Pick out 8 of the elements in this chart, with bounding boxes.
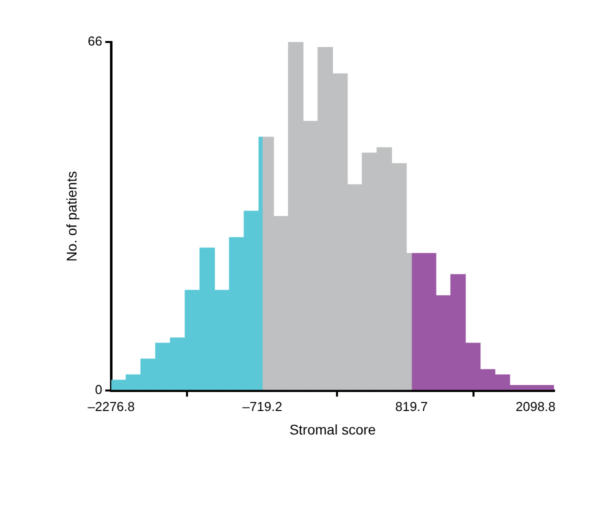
y-tick-label: 66 xyxy=(88,34,102,49)
y-tick-label: 0 xyxy=(95,382,102,398)
x-axis-title: Stromal score xyxy=(289,421,376,438)
x-tick-label: –719.2 xyxy=(242,398,282,414)
x-tick-label: 819.7 xyxy=(395,398,428,414)
x-tick-label: 2098.8 xyxy=(516,398,556,414)
x-tick-label: –2276.8 xyxy=(88,398,135,414)
y-axis-title: No. of patients xyxy=(63,171,80,262)
